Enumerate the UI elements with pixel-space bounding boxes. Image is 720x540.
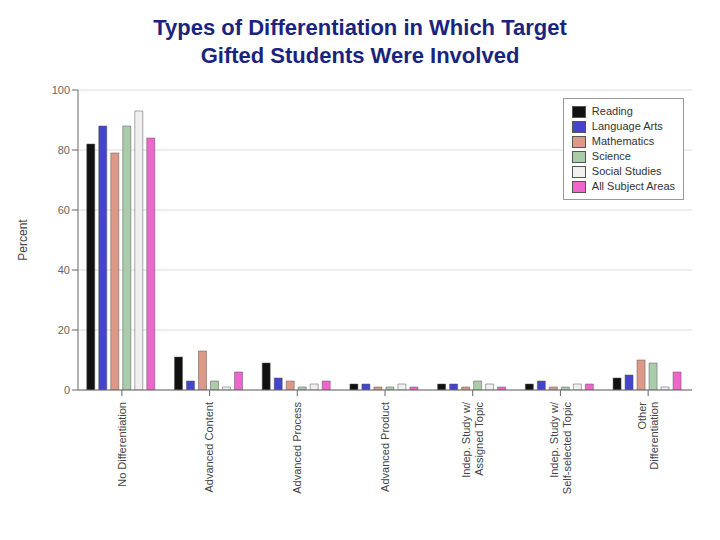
html-text:Reading: Reading bbox=[591, 105, 633, 117]
html-text:Science: Science bbox=[591, 150, 631, 162]
html-text:Language Arts: Language Arts bbox=[591, 120, 663, 132]
svg-text:80: 80 bbox=[58, 144, 70, 156]
html-text:Gifted Students Were Involved: Gifted Students Were Involved bbox=[200, 43, 520, 68]
svg-text:Indep. Study w/Self-selected T: Indep. Study w/Self-selected Topic bbox=[548, 401, 573, 494]
svg-text:20: 20 bbox=[58, 324, 70, 336]
html-text:Types of Differentiation in Wh: Types of Differentiation in Which Target bbox=[153, 15, 567, 40]
svg-text:60: 60 bbox=[58, 204, 70, 216]
svg-text:Advanced Process: Advanced Process bbox=[291, 402, 303, 494]
html-text:Mathematics: Mathematics bbox=[591, 135, 655, 147]
svg-text:Indep. Study w/Assigned Topic: Indep. Study w/Assigned Topic bbox=[460, 401, 485, 478]
svg-text:Advanced Product: Advanced Product bbox=[379, 402, 391, 492]
svg-text:Percent: Percent bbox=[16, 219, 30, 261]
svg-text:0: 0 bbox=[64, 384, 70, 396]
svg-text:OtherDifferentiation: OtherDifferentiation bbox=[636, 402, 661, 470]
svg-text:Advanced Content: Advanced Content bbox=[203, 402, 215, 493]
svg-text:100: 100 bbox=[52, 84, 70, 96]
svg-text:No Differentiation: No Differentiation bbox=[116, 402, 128, 487]
html-text:Social Studies: Social Studies bbox=[591, 165, 662, 177]
html-text:All Subject Areas: All Subject Areas bbox=[591, 180, 675, 192]
svg-text:40: 40 bbox=[58, 264, 70, 276]
